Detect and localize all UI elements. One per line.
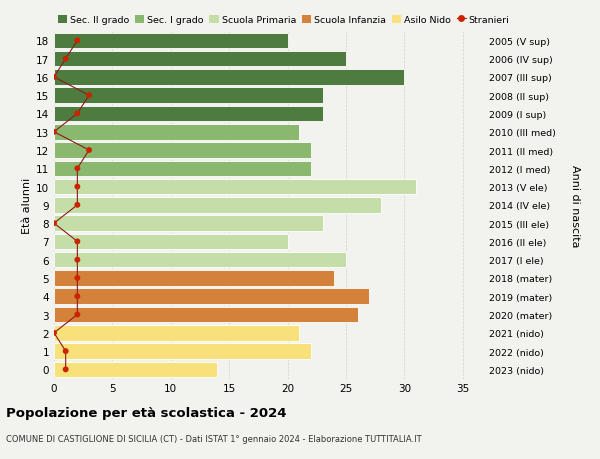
Bar [54, 216, 323, 231]
Bar [54, 70, 404, 85]
Bar [54, 362, 217, 377]
Point [73, 311, 82, 319]
Point [61, 347, 70, 355]
Point [61, 56, 70, 63]
Point [73, 293, 82, 300]
Point [49, 330, 59, 337]
Point [73, 202, 82, 209]
Bar [54, 88, 323, 104]
Point [49, 220, 59, 227]
Point [49, 74, 59, 81]
Point [84, 147, 94, 154]
Bar [54, 271, 334, 286]
Bar [54, 307, 358, 323]
Bar [54, 52, 346, 67]
Point [49, 129, 59, 136]
Bar [54, 252, 346, 268]
Bar [54, 161, 311, 177]
Bar [54, 106, 323, 122]
Bar [54, 234, 287, 250]
Point [73, 238, 82, 246]
Text: Popolazione per età scolastica - 2024: Popolazione per età scolastica - 2024 [6, 406, 287, 419]
Bar [54, 344, 311, 359]
Point [61, 366, 70, 373]
Point [84, 92, 94, 100]
Point [73, 38, 82, 45]
Text: COMUNE DI CASTIGLIONE DI SICILIA (CT) - Dati ISTAT 1° gennaio 2024 - Elaborazion: COMUNE DI CASTIGLIONE DI SICILIA (CT) - … [6, 434, 422, 443]
Bar [54, 325, 299, 341]
Bar [54, 125, 299, 140]
Point [73, 165, 82, 173]
Point [73, 257, 82, 264]
Bar [54, 289, 369, 304]
Point [73, 274, 82, 282]
Point [73, 111, 82, 118]
Legend: Sec. II grado, Sec. I grado, Scuola Primaria, Scuola Infanzia, Asilo Nido, Stran: Sec. II grado, Sec. I grado, Scuola Prim… [54, 12, 514, 28]
Y-axis label: Anni di nascita: Anni di nascita [569, 164, 580, 246]
Y-axis label: Età alunni: Età alunni [22, 177, 32, 234]
Bar [54, 179, 416, 195]
Point [73, 184, 82, 191]
Bar [54, 143, 311, 158]
Bar [54, 34, 287, 49]
Bar [54, 198, 381, 213]
